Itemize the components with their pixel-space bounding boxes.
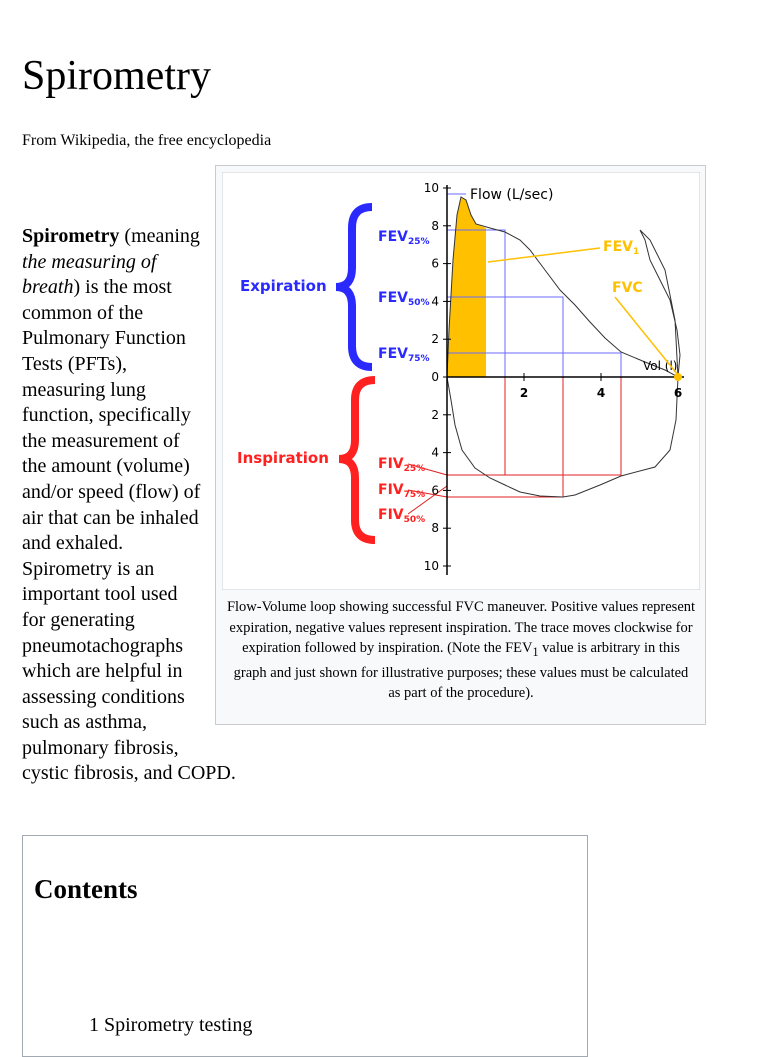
label-sub: 75%	[404, 490, 426, 500]
subscript: 1	[532, 645, 539, 660]
page-title: Spirometry	[22, 53, 211, 99]
inspiration-label: Inspiration	[237, 449, 329, 467]
y-tick-label: 4	[431, 446, 439, 460]
expiration-guides	[447, 193, 622, 377]
inspiration-brace	[338, 376, 376, 544]
fiv-labels: FIV25%FIV75%FIV50%	[378, 456, 425, 525]
fev-label: FEV50%	[378, 290, 430, 308]
intro-paragraph: Spirometry (meaning the measuring of bre…	[22, 224, 702, 787]
contents-item[interactable]: 1 Spirometry testing	[89, 1014, 252, 1037]
label-main: FIV	[378, 482, 404, 498]
fev1-label: FEV1	[603, 239, 639, 257]
fev1-pointer	[487, 247, 601, 263]
x-tick-label: 2	[520, 386, 528, 400]
term: Spirometry	[22, 225, 120, 247]
y-tick-label: 8	[431, 521, 439, 535]
label-sub: 1	[633, 247, 639, 257]
emphasis: the measuring of breath	[22, 250, 157, 299]
fiv-label: FIV25%	[378, 456, 425, 474]
label-main: FEV	[603, 239, 633, 255]
fev-label: FEV25%	[378, 229, 430, 247]
y-tick-label: 8	[431, 219, 439, 233]
expiration-brace	[335, 203, 373, 371]
fev-label: FEV75%	[378, 346, 430, 364]
fvc-pointer	[614, 296, 679, 376]
item-number: 1	[89, 1014, 99, 1036]
label-main: FIV	[378, 456, 404, 472]
y-tick-label: 2	[431, 408, 439, 422]
x-tick-label: 6	[674, 386, 682, 400]
fvc-point	[674, 373, 682, 381]
fvc-label: FVC	[612, 280, 643, 296]
label-main: FEV	[378, 346, 408, 362]
y-tick-label: 2	[431, 332, 439, 346]
label-main: FEV	[378, 229, 408, 245]
flow-volume-loop	[446, 196, 681, 498]
flow-axis-label: Flow (L/sec)	[470, 187, 553, 203]
table-of-contents: Contents 1 Spirometry testing	[22, 835, 588, 1057]
item-text: Spirometry testing	[104, 1014, 253, 1036]
y-tick-label: 6	[431, 483, 439, 497]
expiration-label: Expiration	[240, 277, 327, 295]
label-sub: 50%	[408, 298, 430, 308]
label-sub: 50%	[404, 515, 426, 525]
fiv-label: FIV50%	[378, 507, 425, 525]
tagline: From Wikipedia, the free encyclopedia	[22, 132, 272, 149]
fev1-area	[447, 197, 486, 377]
tick-group: 10 8 6 4 2 0 2 4 6 8 10 2 4 6	[424, 181, 682, 573]
y-tick-label: 6	[431, 257, 439, 271]
text: (meaning	[119, 225, 200, 247]
fiv-label: FIV75%	[378, 482, 425, 500]
figure-caption: Flow-Volume loop showing successful FVC …	[226, 597, 696, 704]
label-sub: 25%	[404, 464, 426, 474]
text: ) is the most common of the Pulmonary Fu…	[22, 276, 236, 785]
text: value is arbitrary in this graph and jus…	[233, 640, 689, 702]
label-sub: 75%	[408, 354, 430, 364]
page: Spirometry From Wikipedia, the free ency…	[22, 53, 706, 1057]
y-tick-label: 10	[424, 559, 439, 573]
y-tick-label: 10	[424, 181, 439, 195]
label-sub: 25%	[408, 237, 430, 247]
contents-title: Contents	[34, 874, 138, 904]
label-main: FEV	[378, 290, 408, 306]
fev-labels: FEV25%FEV50%FEV75%	[378, 229, 430, 364]
text: Flow-Volume loop showing successful FVC …	[226, 599, 696, 657]
y-tick-label: 0	[431, 370, 439, 384]
x-tick-label: 4	[597, 386, 605, 400]
flow-volume-diagram: 10 8 6 4 2 0 2 4 6 8 10 2 4 6 Flow (L/sec) Vol (l) FE…	[222, 172, 700, 590]
label-main: FIV	[378, 507, 404, 523]
y-tick-label: 4	[431, 294, 439, 308]
volume-axis-label: Vol (l)	[643, 359, 677, 373]
